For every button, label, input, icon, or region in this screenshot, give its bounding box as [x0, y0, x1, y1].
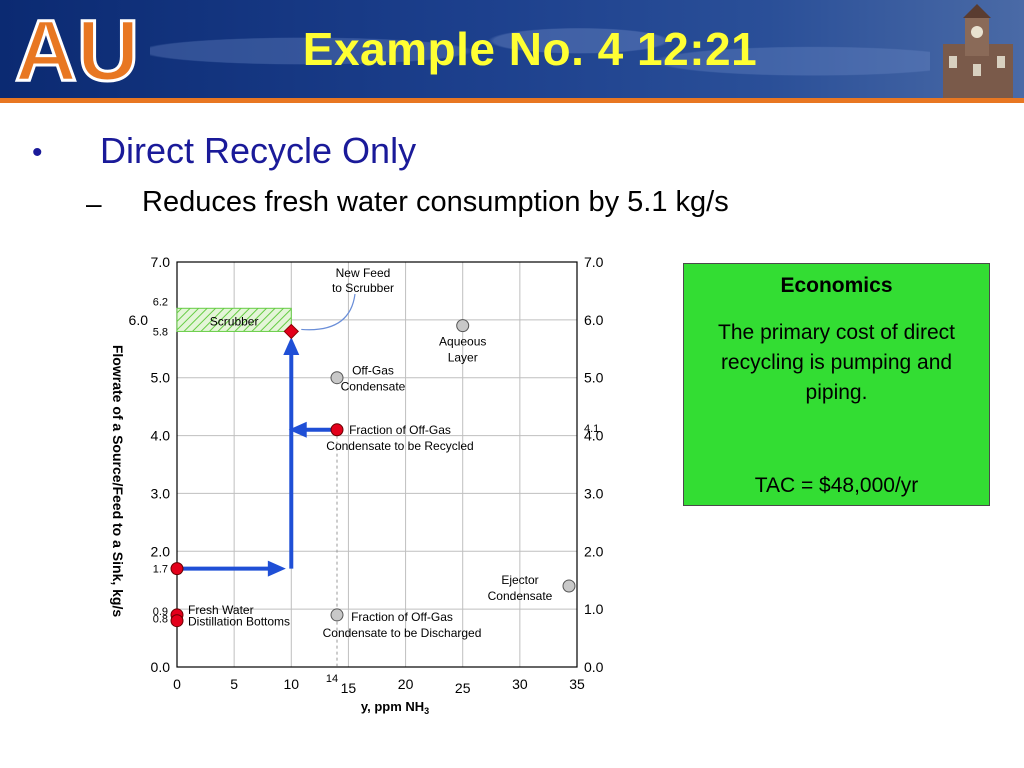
source-sink-chart: 0 5 10 15 20 25 30 35 14 7.0 6.0 5.0 4.0 3.0 2.0 0.0 6.… — [110, 254, 604, 716]
sub-bullet-reduction: Reduces fresh water consumption by 5.1 k… — [142, 186, 729, 218]
x-tick-label-15: 15 — [341, 680, 357, 696]
x-axis-ticks: 0 5 10 15 20 25 30 35 14 — [173, 435, 585, 696]
fresh-feed-point — [170, 562, 184, 576]
y-right-tick-7.0: 7.0 — [584, 254, 604, 270]
aqueous-layer-point — [456, 319, 470, 333]
y-right-tick-3.0: 3.0 — [584, 485, 604, 501]
y-left-tick-2.0: 2.0 — [151, 543, 171, 559]
plot-frame — [176, 261, 578, 668]
x-axis-label: y, ppm NH3 — [361, 699, 429, 716]
auburn-logo: AU — [13, 6, 140, 94]
discharged-condensate-point-label: Fraction of Off-Gas Condensate to be Disc… — [323, 610, 482, 640]
arrow-layer — [177, 337, 337, 577]
x-tick-label-0: 0 — [173, 676, 181, 692]
y-right-small-tick-4.1: 4.1 — [584, 423, 599, 435]
aqueous-layer-point-label: Aqueous Layer — [439, 335, 486, 365]
economics-heading: Economics — [780, 274, 893, 297]
new-feed-leader — [301, 293, 356, 331]
x-tick-label-5: 5 — [230, 676, 238, 692]
y-right-tick-1.0: 1.0 — [584, 601, 604, 617]
recycled-condensate-point — [330, 423, 344, 437]
discharged-condensate-point — [330, 608, 344, 622]
recycled-condensate-point-label: Fraction of Off-Gas Condensate to be Recy… — [326, 423, 473, 453]
y-left-tick-3.0: 3.0 — [151, 485, 171, 501]
x-tick-label-10: 10 — [283, 676, 299, 692]
recycle-arrow-head — [288, 421, 307, 438]
y-left-small-tick-0.9: 0.9 — [153, 606, 168, 618]
distillation-bottoms-point — [170, 614, 184, 628]
y-right-tick-4.0: 4.0 — [584, 428, 604, 444]
scrubber-sink-region — [176, 307, 292, 332]
scrubber-label: Scrubber — [210, 314, 259, 328]
mix-to-feed-arrow-head — [283, 337, 300, 355]
x-tick-label-35: 35 — [569, 676, 585, 692]
y-left-tick-0.0: 0.0 — [151, 659, 171, 675]
banner-pattern — [150, 0, 930, 102]
off-gas-condensate-point — [330, 371, 344, 385]
economics-box: Economics The primary cost of direct rec… — [683, 263, 990, 506]
y-right-tick-2.0: 2.0 — [584, 543, 604, 559]
clock-tower-icon — [943, 4, 1013, 98]
ejector-condensate-point — [562, 579, 576, 593]
x-marker-label: 14 — [326, 673, 338, 685]
y-left-tick-7.0: 7.0 — [151, 254, 171, 270]
new-feed-diamond — [283, 323, 299, 340]
y-right-tick-5.0: 5.0 — [584, 370, 604, 386]
banner-orange-rule — [0, 98, 1024, 103]
economics-tac: TAC = $48,000/yr — [754, 474, 919, 497]
y-axis-label: Flowrate of a Source/Feed to a Sink, kg/… — [110, 345, 126, 618]
x-tick-label-20: 20 — [398, 676, 414, 692]
y-right-tick-0.0: 0.0 — [584, 659, 604, 675]
y-left-tick-6.0: 6.0 — [129, 312, 149, 328]
y-left-small-tick-5.8: 5.8 — [153, 326, 168, 338]
off-gas-condensate-point-label: Off-Gas Condensate — [341, 364, 406, 394]
ejector-condensate-point-label: Ejector Condensate — [488, 573, 553, 603]
slide-title: Example No. 4 12:21 — [302, 23, 758, 75]
sink-layer: Scrubber New Feed to Scrubber — [176, 266, 394, 332]
y-left-tick-5.0: 5.0 — [151, 370, 171, 386]
x-axis-label-text: y, ppm NH — [361, 699, 424, 714]
x-axis-label-subscript: 3 — [424, 706, 429, 716]
x-tick-label-25: 25 — [455, 680, 471, 696]
y-axis-right-ticks: 7.0 6.0 5.0 4.0 3.0 2.0 1.0 0.0 4.1 — [584, 254, 604, 675]
title-banner: AU Example No. 4 12:21 — [0, 0, 1024, 103]
y-right-tick-6.0: 6.0 — [584, 312, 604, 328]
economics-body: The primary cost of direct recycling is … — [718, 321, 955, 404]
logo-lettering: AU — [15, 6, 139, 94]
x-tick-label-30: 30 — [512, 676, 528, 692]
bullet-marker: • — [32, 136, 43, 169]
bullet-direct-recycle: Direct Recycle Only — [100, 130, 417, 171]
distillation-bottoms-point-label: Distillation Bottoms — [188, 615, 290, 629]
y-left-small-tick-6.2: 6.2 — [153, 296, 168, 308]
y-left-small-tick-1.7: 1.7 — [153, 564, 168, 576]
new-feed-label: New Feed to Scrubber — [332, 266, 394, 295]
fresh-water-point-label: Fresh Water — [188, 603, 254, 617]
fresh-to-mix-arrow-head — [267, 560, 286, 577]
y-axis-left-ticks: 7.0 6.0 5.0 4.0 3.0 2.0 0.0 6.2 5.8 1.7 0.90.8 — [129, 254, 171, 675]
y-left-small-tick-0.8: 0.8 — [153, 614, 168, 626]
y-left-tick-4.0: 4.0 — [151, 428, 171, 444]
sub-bullet-marker: – — [86, 188, 102, 219]
